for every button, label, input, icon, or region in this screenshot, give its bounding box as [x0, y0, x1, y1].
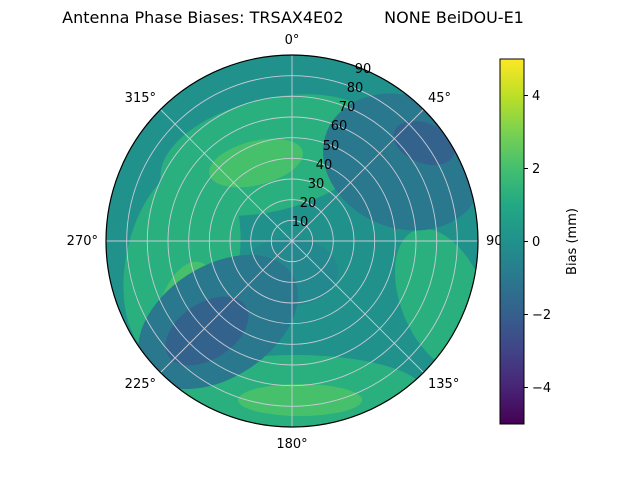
radial-tick-label: 80	[347, 81, 364, 96]
polar-grid	[106, 55, 478, 427]
contour-fill	[106, 55, 478, 427]
polar-grid-spoke	[160, 109, 424, 373]
contour-blob	[393, 120, 455, 166]
angular-tick-label: 315°	[125, 91, 156, 106]
radial-tick-label: 50	[323, 139, 340, 154]
contour-blob	[209, 138, 303, 188]
radial-tick-label: 70	[339, 100, 356, 115]
colorbar-tick-label: 0	[532, 235, 540, 250]
angular-tick-label: 45°	[428, 91, 451, 106]
colorbar-gradient	[500, 59, 524, 424]
angular-tick-label: 180°	[276, 437, 307, 452]
radial-tick-label: 60	[331, 119, 348, 134]
angular-tick-label: 0°	[285, 33, 300, 48]
radial-tick-label: 20	[300, 196, 317, 211]
chart-title: Antenna Phase Biases: TRSAX4E02 NONE Bei…	[62, 8, 524, 27]
radial-tick-label: 90	[355, 62, 372, 77]
colorbar: 4 2 0 −2 −4 Bias (mm)	[499, 58, 580, 425]
angular-tick-label: 225°	[125, 377, 156, 392]
colorbar-tick-label: 4	[532, 89, 540, 104]
radial-tick-label: 30	[308, 177, 325, 192]
contour-blob	[238, 384, 362, 416]
polar-axis-border	[105, 54, 479, 428]
radial-tick-label: 10	[292, 215, 309, 230]
colorbar-axis-label: Bias (mm)	[565, 208, 580, 275]
angular-tick-label: 270°	[67, 234, 98, 249]
angular-tick-label: 90	[486, 234, 503, 249]
colorbar-tick-label: −4	[532, 381, 551, 396]
angular-tick-label: 135°	[428, 377, 459, 392]
colorbar-ticks	[524, 95, 528, 388]
colorbar-tick-label: 2	[532, 162, 540, 177]
colorbar-tick-label: −2	[532, 308, 551, 323]
radial-tick-label: 40	[316, 158, 333, 173]
